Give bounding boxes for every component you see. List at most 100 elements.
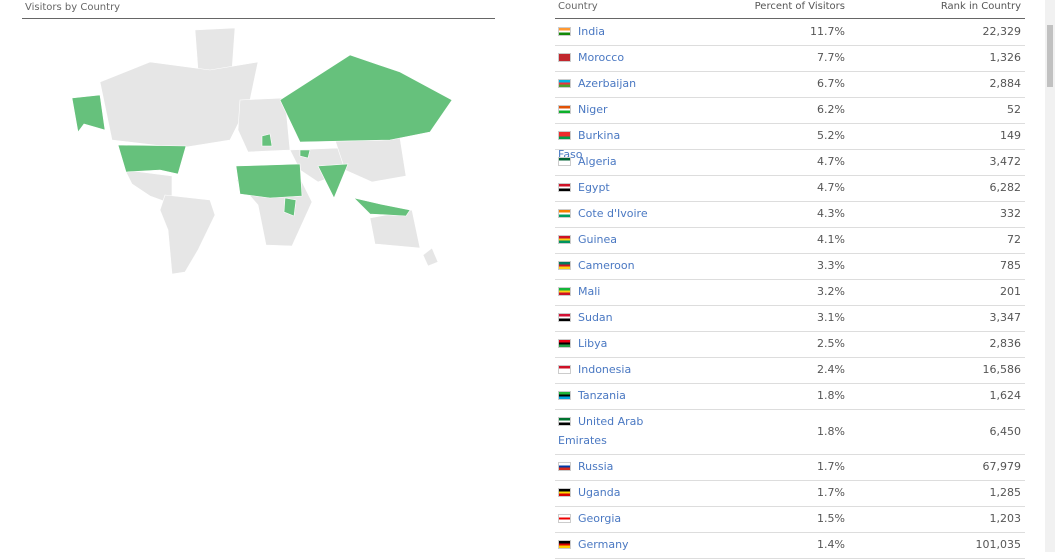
country-link[interactable]: Indonesia [558,360,648,379]
country-name[interactable]: Morocco [578,51,625,64]
country-name[interactable]: Mali [578,285,601,298]
row-rule [555,357,1025,358]
flag-icon [558,53,571,62]
rank-cell: 201 [1000,285,1021,298]
percent-cell: 4.3% [817,207,845,220]
percent-cell: 7.7% [817,51,845,64]
country-name[interactable]: Libya [578,337,608,350]
country-name[interactable]: Germany [578,538,629,551]
row-rule [555,409,1025,410]
percent-cell: 11.7% [810,25,845,38]
row-rule [555,305,1025,306]
row-rule [555,71,1025,72]
country-name[interactable]: Egypt [578,181,610,194]
country-name[interactable]: Georgia [578,512,622,525]
row-rule [555,175,1025,176]
flag-icon [558,365,571,374]
percent-cell: 3.3% [817,259,845,272]
rank-cell: 16,586 [982,363,1022,376]
country-link[interactable]: Georgia [558,509,648,528]
rank-cell: 149 [1000,129,1021,142]
china [334,137,407,183]
rank-cell: 2,884 [989,77,1022,90]
country-link[interactable]: Egypt [558,178,648,197]
country-link[interactable]: Azerbaijan [558,74,648,93]
rank-cell: 1,203 [989,512,1022,525]
country-link[interactable]: Algeria [558,152,648,171]
percent-cell: 4.1% [817,233,845,246]
rank-cell: 52 [1007,103,1021,116]
flag-icon [558,105,571,114]
rank-cell: 2,836 [989,337,1022,350]
row-rule [555,253,1025,254]
country-link[interactable]: Guinea [558,230,648,249]
flag-icon [558,488,571,497]
country-link[interactable]: Sudan [558,308,648,327]
percent-cell: 3.1% [817,311,845,324]
country-link[interactable]: Germany [558,535,648,554]
germany [261,133,273,147]
country-link[interactable]: Tanzania [558,386,648,405]
country-name[interactable]: Guinea [578,233,618,246]
canada [99,61,259,149]
percent-cell: 1.7% [817,486,845,499]
country-name[interactable]: Sudan [578,311,613,324]
row-rule [555,506,1025,507]
tanzania [283,197,297,217]
country-name[interactable]: Indonesia [578,363,632,376]
flag-icon [558,540,571,549]
country-link[interactable]: Russia [558,457,648,476]
country-link[interactable]: Uganda [558,483,648,502]
country-name[interactable]: Burkina Faso [558,129,621,161]
country-name[interactable]: Uganda [578,486,621,499]
flag-icon [558,339,571,348]
country-link[interactable]: United Arab Emirates [558,412,648,450]
country-link[interactable]: Cameroon [558,256,648,275]
row-rule [555,454,1025,455]
country-name[interactable]: Tanzania [578,389,626,402]
flag-icon [558,235,571,244]
row-rule [555,331,1025,332]
world-map [71,27,453,275]
row-rule [555,532,1025,533]
country-name[interactable]: Azerbaijan [578,77,637,90]
row-rule [555,201,1025,202]
country-link[interactable]: Niger [558,100,648,119]
usa [117,144,187,175]
percent-cell: 1.7% [817,460,845,473]
country-link[interactable]: Burkina Faso [558,126,648,164]
new-zealand [422,247,439,267]
country-name[interactable]: Cote d'Ivoire [578,207,648,220]
flag-icon [558,209,571,218]
flag-icon [558,79,571,88]
rank-cell: 6,282 [989,181,1022,194]
column-header: Country [558,1,598,12]
caucasus [299,149,311,159]
country-link[interactable]: Mali [558,282,648,301]
country-name[interactable]: United Arab Emirates [558,415,644,447]
row-rule [555,480,1025,481]
rank-cell: 72 [1007,233,1021,246]
rank-cell: 1,624 [989,389,1022,402]
country-link[interactable]: Cote d'Ivoire [558,204,648,223]
scrollbar [1045,0,1055,552]
country-link[interactable]: Morocco [558,48,648,67]
country-name[interactable]: India [578,25,605,38]
row-rule [555,279,1025,280]
country-name[interactable]: Algeria [578,155,617,168]
flag-icon [558,417,571,426]
country-name[interactable]: Cameroon [578,259,635,272]
flag-icon [558,27,571,36]
country-link[interactable]: India [558,22,648,41]
country-link[interactable]: Libya [558,334,648,353]
percent-cell: 6.7% [817,77,845,90]
percent-cell: 1.8% [817,389,845,402]
percent-cell: 2.4% [817,363,845,376]
column-header: Rank in Country [940,1,1021,12]
country-name[interactable]: Niger [578,103,608,116]
north-africa [235,163,303,199]
indonesia [353,197,411,217]
panel-title: Visitors by Country [25,2,121,13]
percent-cell: 1.4% [817,538,845,551]
country-name[interactable]: Russia [578,460,614,473]
